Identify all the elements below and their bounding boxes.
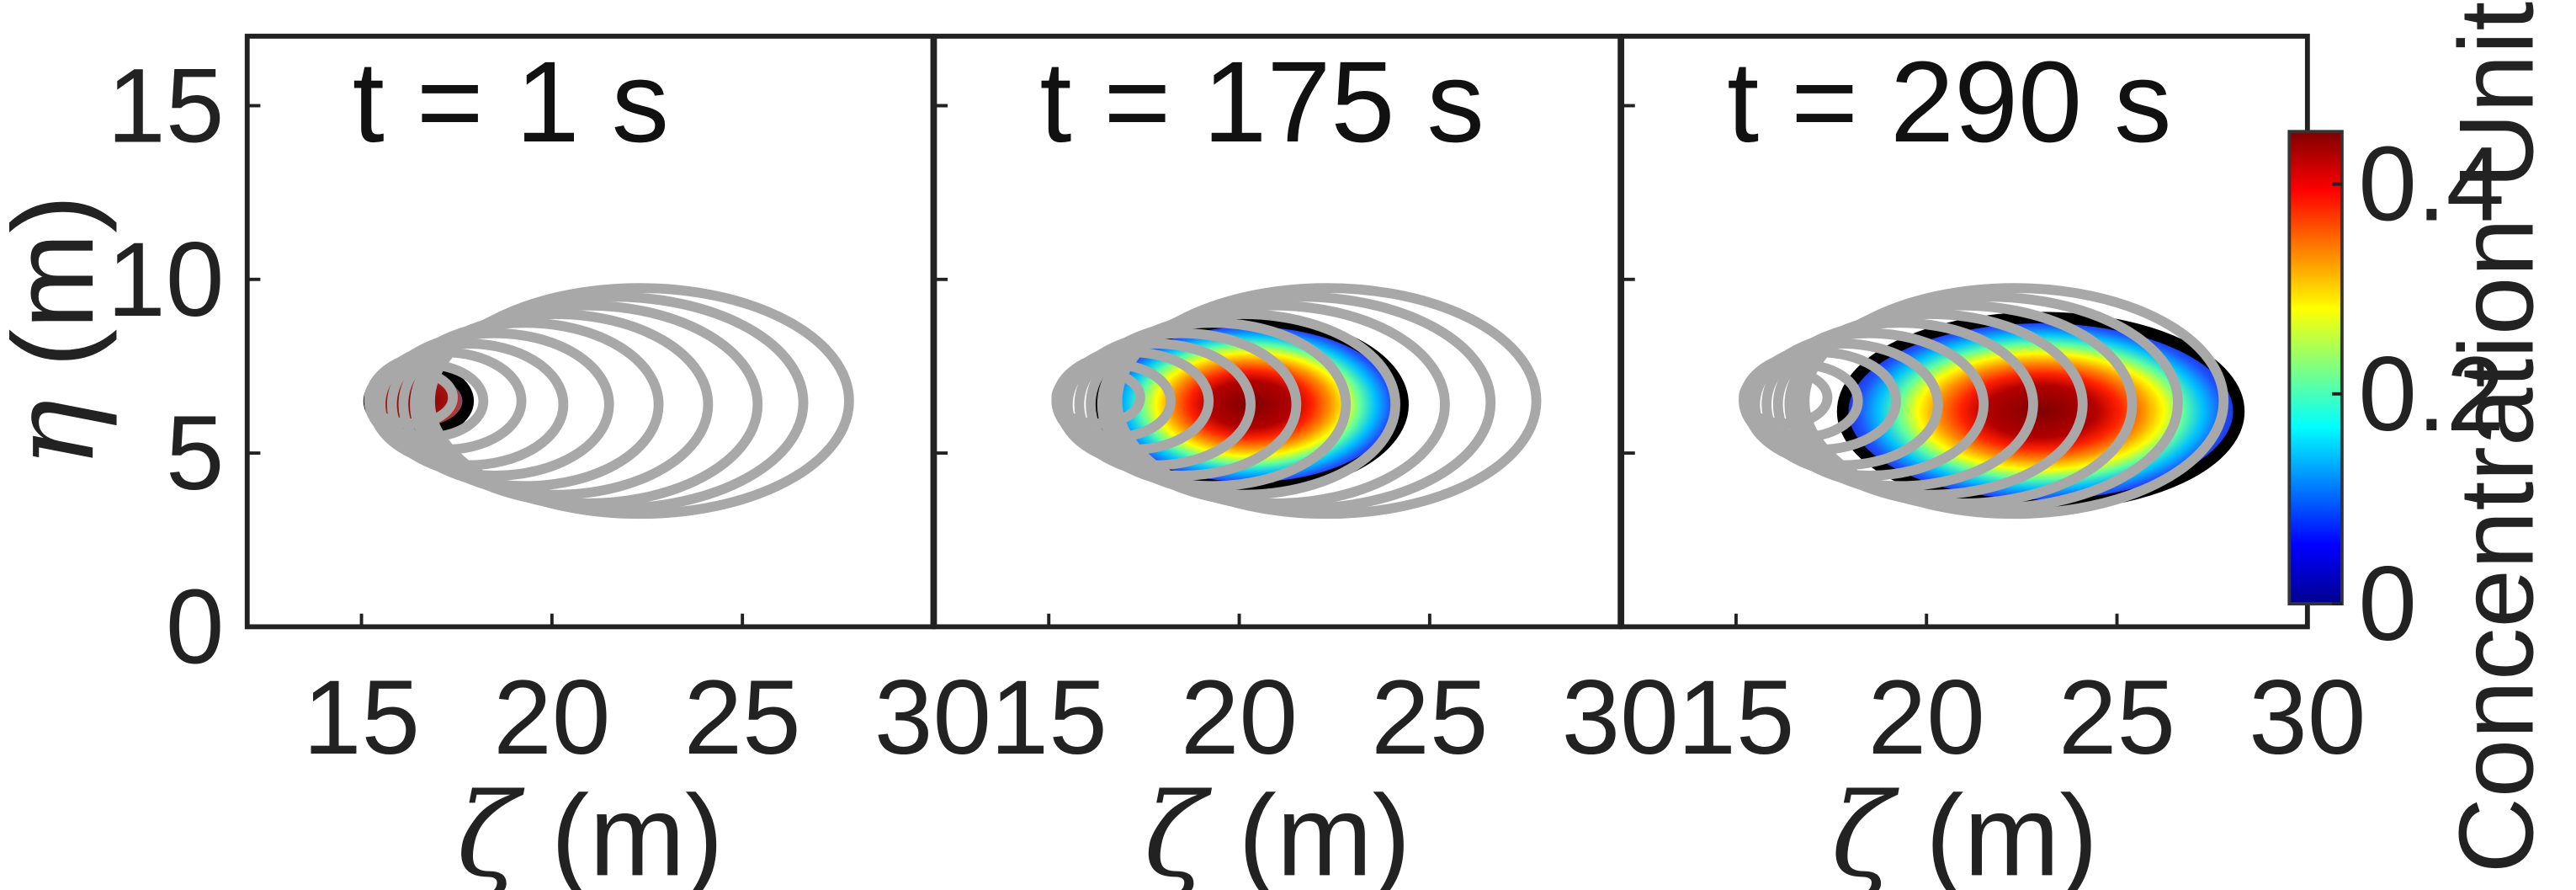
plot-contents (1739, 283, 2245, 520)
contour-ellipse-7 (1086, 309, 1400, 500)
x-axis-label: ζ (m) (1144, 769, 1410, 890)
x-tick-label: 25 (2058, 659, 2175, 776)
contour-ellipse-5 (375, 328, 614, 481)
colorbar-tick-label: 0.2 (2358, 336, 2504, 453)
contour-ellipse-5 (1750, 328, 1989, 481)
y-tick-label: 0 (166, 568, 225, 685)
contour-ellipse-7 (398, 309, 714, 500)
contour-ellipse-5 (1062, 328, 1302, 481)
contour-ellipse-6 (1761, 317, 2038, 492)
x-tick-label: 15 (991, 659, 1107, 776)
colorbar-tick-label: 0.4 (2358, 126, 2504, 243)
x-tick-label: 20 (493, 659, 610, 776)
contour-ellipse-10 (1112, 283, 1542, 520)
contour-ellipse-6 (386, 317, 664, 492)
colorbar: 0 0.2 0.4 Concentration Units (2287, 0, 2556, 873)
panel-2: t = 175 s 15 20 25 30 ζ (m) (932, 34, 1679, 890)
contour-ellipse-10 (425, 283, 854, 520)
panels: t = 1 s 15 20 25 30 ζ (m) 0 5 10 15 η (m) t = 175 s… (0, 34, 2366, 890)
colorbar-label: Concentration Units (2439, 0, 2556, 873)
panel-3: t = 290 s 15 20 25 30 ζ (m) (1619, 34, 2366, 890)
x-tick-label: 25 (1371, 659, 1488, 776)
y-axis-label: η (m) (0, 195, 120, 468)
plot-contents (1051, 283, 1542, 520)
x-tick-label: 30 (1562, 659, 1679, 776)
x-axis-label: ζ (m) (457, 769, 724, 890)
contour-ellipse-6 (1074, 317, 1352, 492)
x-tick-label: 15 (1677, 659, 1794, 776)
colorbar-gradient (2287, 130, 2344, 605)
colorbar-tick-label: 0 (2358, 546, 2417, 663)
x-tick-label: 30 (2249, 659, 2366, 776)
panel-title: t = 1 s (353, 37, 669, 166)
x-tick-label: 15 (303, 659, 420, 776)
x-tick-label: 25 (684, 659, 801, 776)
y-tick-label: 15 (107, 47, 224, 164)
plot-contents (363, 283, 854, 520)
colorbar-ticks: 0 0.2 0.4 (2332, 126, 2504, 663)
panel-title: t = 175 s (1039, 37, 1484, 166)
x-tick-label: 20 (1868, 659, 1985, 776)
contour-ellipse-10 (1799, 283, 2229, 520)
y-tick-label: 10 (107, 221, 224, 338)
contour-ellipse-7 (1772, 309, 2088, 500)
x-axis-label: ζ (m) (1831, 769, 2098, 890)
y-tick-label: 5 (166, 395, 225, 512)
x-tick-label: 30 (874, 659, 991, 776)
panel-title: t = 290 s (1727, 37, 2171, 166)
panel-1: t = 1 s 15 20 25 30 ζ (m) 0 5 10 15 η (m) (0, 34, 991, 890)
x-tick-label: 20 (1181, 659, 1298, 776)
